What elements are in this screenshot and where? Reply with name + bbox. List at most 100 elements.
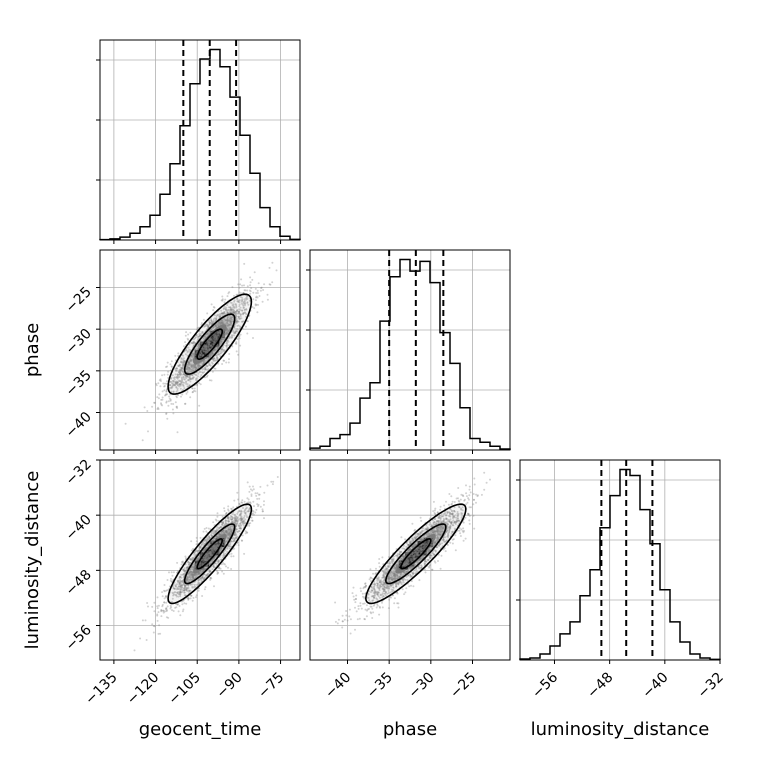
scatter-point [376, 584, 379, 587]
scatter-point [205, 530, 208, 533]
scatter-point [232, 506, 235, 509]
scatter-point [221, 312, 224, 315]
scatter-point [226, 311, 229, 314]
scatter-point [195, 351, 198, 353]
scatter-point [208, 552, 211, 555]
scatter-point [233, 300, 236, 303]
scatter-point [211, 352, 214, 355]
scatter-point [422, 536, 425, 539]
scatter-point [163, 584, 166, 586]
scatter-point [212, 539, 214, 542]
scatter-point [240, 300, 243, 303]
scatter-point [341, 626, 344, 629]
scatter-point [411, 522, 414, 525]
scatter-point [198, 335, 200, 338]
scatter-point [205, 547, 208, 550]
scatter-point [184, 341, 187, 344]
scatter-point [187, 338, 190, 341]
scatter-point [239, 517, 242, 520]
scatter-point [195, 358, 198, 361]
scatter-point [226, 531, 228, 534]
scatter-point [185, 578, 188, 581]
scatter-point [229, 311, 232, 314]
scatter-point [193, 566, 196, 569]
scatter-point [233, 299, 236, 302]
scatter-point [173, 593, 176, 596]
scatter-point [225, 331, 228, 333]
scatter-point [245, 531, 248, 534]
scatter-point [228, 533, 231, 535]
scatter-point [205, 357, 208, 360]
scatter-point [213, 549, 216, 552]
scatter-point [204, 346, 207, 349]
scatter-point [382, 572, 385, 575]
scatter-point [217, 346, 220, 349]
scatter-point [187, 361, 190, 364]
scatter-point [183, 589, 185, 592]
scatter-point [231, 518, 234, 521]
scatter-point [432, 531, 435, 534]
scatter-point [214, 338, 217, 341]
scatter-point [222, 324, 224, 327]
scatter-point [197, 359, 200, 362]
scatter-point [213, 348, 216, 351]
scatter-point [199, 569, 202, 572]
scatter-point [203, 568, 206, 571]
grid-layer [100, 40, 720, 660]
scatter-point [207, 558, 210, 561]
scatter-point [213, 317, 216, 320]
scatter-point [429, 531, 432, 534]
scatter-point [190, 594, 193, 597]
scatter-point [153, 401, 156, 404]
scatter-point [238, 301, 241, 304]
scatter-point [448, 526, 451, 529]
scatter-point [434, 542, 437, 545]
scatter-point [163, 590, 166, 593]
scatter-point [192, 586, 195, 589]
scatter-point [191, 576, 194, 579]
scatter-point [180, 381, 183, 384]
scatter-point [227, 319, 230, 322]
scatter-point [417, 533, 420, 536]
scatter-point [217, 560, 220, 563]
scatter-point [223, 326, 226, 329]
scatter-point [363, 597, 366, 600]
scatter-point [258, 295, 261, 297]
scatter-point [211, 550, 214, 552]
scatter-point [399, 576, 401, 578]
scatter-point [405, 552, 408, 554]
scatter-point [227, 528, 230, 531]
scatter-point [202, 558, 205, 561]
scatter-point [211, 546, 214, 549]
scatter-point [181, 583, 184, 586]
scatter-point [215, 545, 218, 548]
scatter-point [215, 519, 218, 522]
scatter-point [386, 585, 389, 588]
scatter-point [192, 360, 195, 362]
scatter-point [191, 574, 194, 577]
scatter-point [263, 283, 266, 286]
scatter-point [185, 589, 188, 592]
scatter-point [210, 547, 213, 550]
scatter-point [262, 503, 265, 506]
scatter-point [210, 320, 213, 323]
scatter-point [210, 553, 213, 556]
scatter-point [179, 584, 182, 587]
scatter-point [371, 595, 374, 598]
scatter-point [182, 378, 185, 380]
scatter-point [205, 553, 208, 556]
scatter-point [163, 389, 166, 392]
scatter-point [199, 546, 202, 548]
scatter-point [211, 338, 214, 341]
scatter-point [192, 566, 195, 569]
scatter-point [163, 601, 166, 604]
scatter-point [181, 586, 183, 589]
scatter-point [200, 359, 203, 362]
scatter-point [228, 532, 230, 534]
scatter-point [204, 558, 207, 561]
scatter-point [179, 590, 182, 593]
scatter-point [172, 377, 175, 379]
scatter-point [202, 543, 205, 546]
scatter-point [229, 530, 232, 533]
scatter-point [165, 401, 168, 404]
